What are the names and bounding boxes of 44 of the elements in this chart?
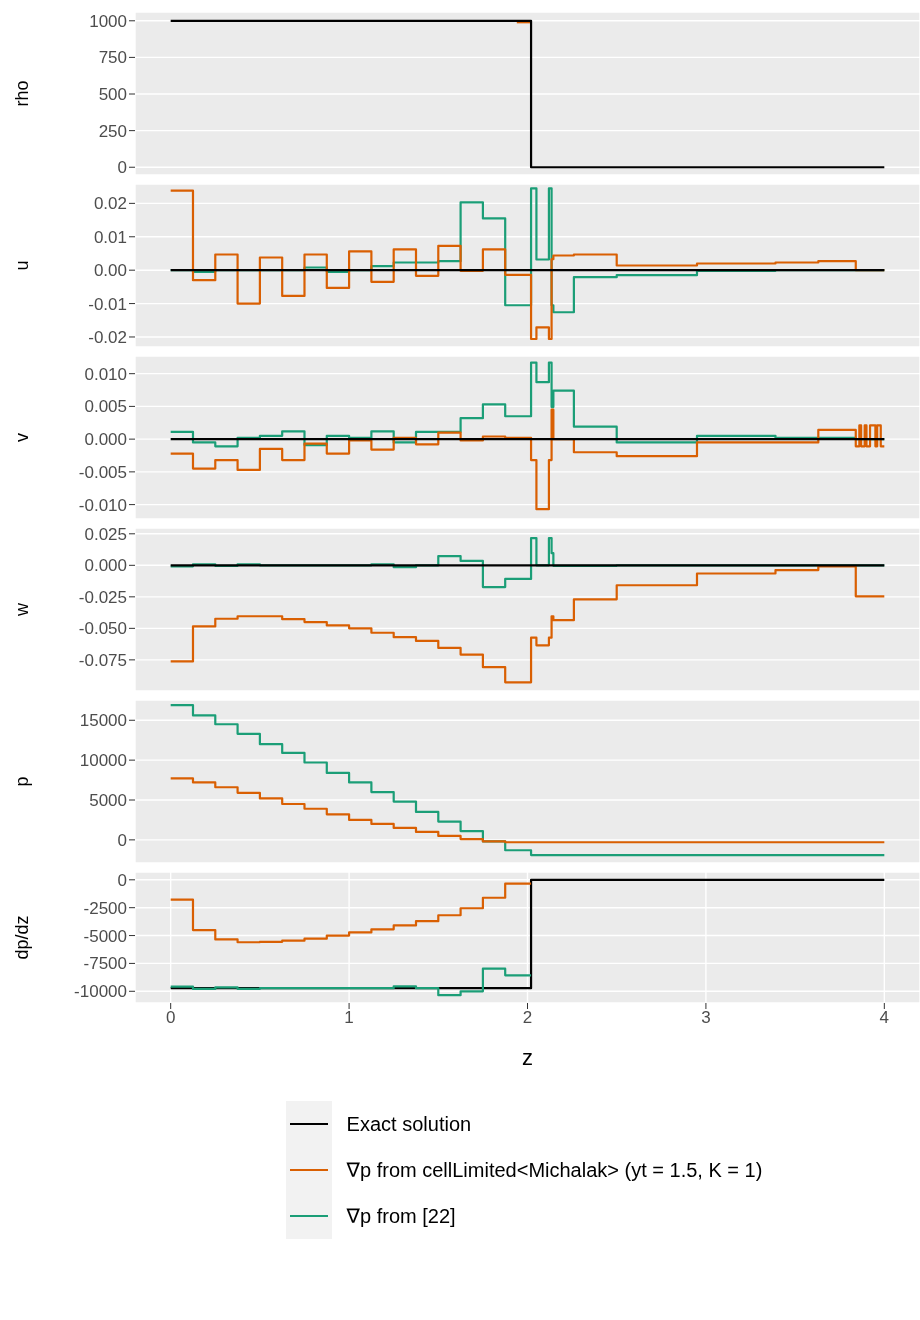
y-tick-label: 0.010 bbox=[84, 364, 127, 384]
y-tick-label: 0.00 bbox=[93, 261, 127, 281]
legend-label: ∇p from cellLimited<Michalak> (yt = 1.5, K = 1) bbox=[346, 1158, 763, 1182]
x-tick-label: 2 bbox=[522, 1008, 533, 1028]
y-axis-title: rho bbox=[12, 80, 33, 107]
x-tick-label: 4 bbox=[879, 1008, 890, 1028]
y-tick-label: -0.075 bbox=[78, 650, 127, 670]
x-tick-label: 0 bbox=[165, 1008, 176, 1028]
y-tick-label: 500 bbox=[98, 85, 127, 105]
y-tick-label: -2500 bbox=[83, 898, 127, 918]
y-axis-title: v bbox=[12, 433, 33, 442]
x-axis-title: z bbox=[522, 1045, 533, 1070]
legend-label: ∇p from [22] bbox=[346, 1204, 456, 1228]
y-tick-label: 0 bbox=[117, 830, 127, 850]
y-tick-label: 5000 bbox=[89, 791, 127, 811]
y-tick-label: 0.02 bbox=[93, 194, 127, 214]
y-tick-label: -7500 bbox=[83, 954, 127, 974]
y-tick-label: 750 bbox=[98, 48, 127, 68]
y-tick-label: 15000 bbox=[79, 711, 127, 731]
y-tick-label: 0.005 bbox=[84, 397, 127, 417]
y-axis-title: dp/dz bbox=[12, 915, 33, 960]
y-tick-label: -5000 bbox=[83, 926, 127, 946]
y-tick-label: -10000 bbox=[74, 982, 127, 1002]
y-tick-label: 10000 bbox=[79, 751, 127, 771]
y-axis-title: u bbox=[12, 260, 33, 271]
y-tick-label: 0.025 bbox=[84, 524, 127, 544]
y-tick-label: 0.000 bbox=[84, 556, 127, 576]
y-tick-label: 1000 bbox=[89, 11, 127, 31]
y-tick-label: -0.005 bbox=[78, 462, 127, 482]
y-axis-title: w bbox=[12, 602, 33, 617]
y-axis-title: p bbox=[12, 776, 33, 787]
y-tick-label: 0.01 bbox=[93, 227, 127, 247]
y-tick-label: -0.02 bbox=[88, 328, 127, 348]
y-tick-label: 250 bbox=[98, 121, 127, 141]
x-tick-label: 1 bbox=[344, 1008, 354, 1028]
y-tick-label: -0.01 bbox=[88, 294, 127, 314]
y-tick-label: -0.050 bbox=[78, 619, 127, 639]
x-tick-label: 3 bbox=[701, 1008, 711, 1028]
y-tick-label: -0.025 bbox=[78, 587, 127, 607]
y-tick-label: 0.000 bbox=[84, 430, 127, 450]
legend-label: Exact solution bbox=[346, 1112, 472, 1136]
y-tick-label: 0 bbox=[117, 158, 127, 178]
y-tick-label: -0.010 bbox=[78, 495, 127, 515]
y-tick-label: 0 bbox=[117, 870, 127, 890]
